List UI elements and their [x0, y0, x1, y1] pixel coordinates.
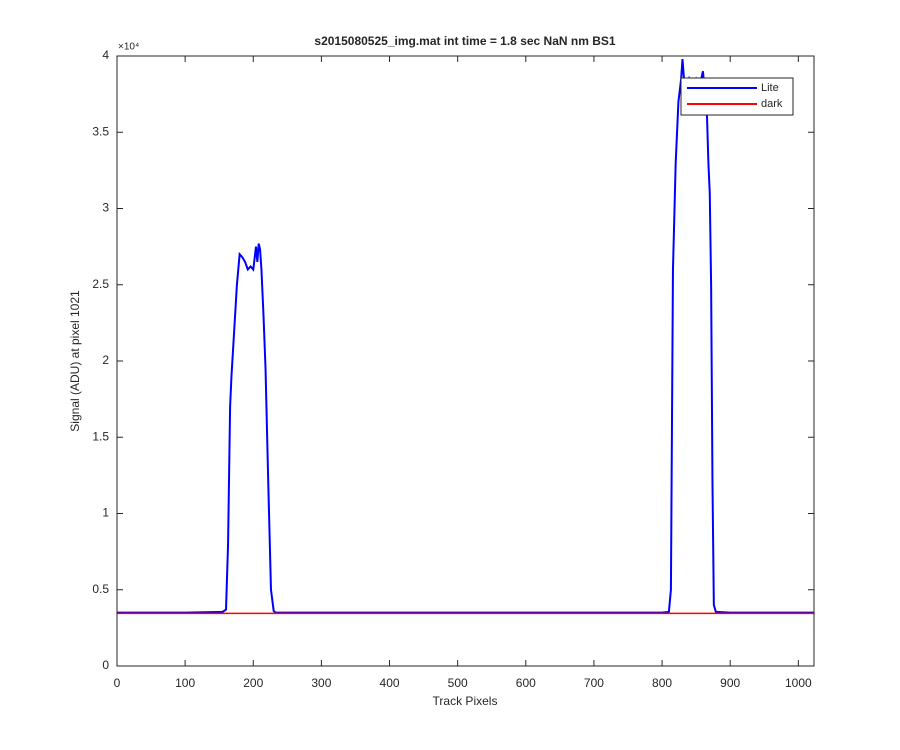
y-tick-label: 4: [102, 48, 109, 62]
y-axis-label: Signal (ADU) at pixel 1021: [68, 290, 82, 432]
x-tick-label: 300: [311, 676, 331, 690]
x-tick-label: 1000: [785, 676, 812, 690]
x-tick-label: 500: [448, 676, 468, 690]
y-exponent: ×10⁴: [118, 42, 139, 53]
x-tick-label: 600: [516, 676, 536, 690]
x-axis-label: Track Pixels: [433, 694, 498, 708]
x-tick-label: 0: [114, 676, 121, 690]
legend-box: [680, 77, 794, 116]
legend-label: dark: [761, 98, 783, 110]
y-tick-label: 0: [102, 658, 109, 672]
legend-label: Lite: [761, 82, 779, 94]
x-tick-label: 100: [175, 676, 195, 690]
y-tick-label: 2: [102, 353, 109, 367]
x-tick-label: 200: [243, 676, 263, 690]
x-tick-label: 700: [584, 676, 604, 690]
x-tick-label: 900: [720, 676, 740, 690]
y-tick-label: 1.5: [92, 429, 109, 443]
y-tick-label: 2.5: [92, 277, 109, 291]
y-tick-label: 3.5: [92, 124, 109, 138]
chart-title: s2015080525_img.mat int time = 1.8 sec N…: [314, 34, 615, 48]
y-tick-label: 1: [102, 506, 109, 520]
x-tick-label: 800: [652, 676, 672, 690]
y-tick-label: 0.5: [92, 582, 109, 596]
y-tick-label: 3: [102, 201, 109, 215]
x-tick-label: 400: [380, 676, 400, 690]
